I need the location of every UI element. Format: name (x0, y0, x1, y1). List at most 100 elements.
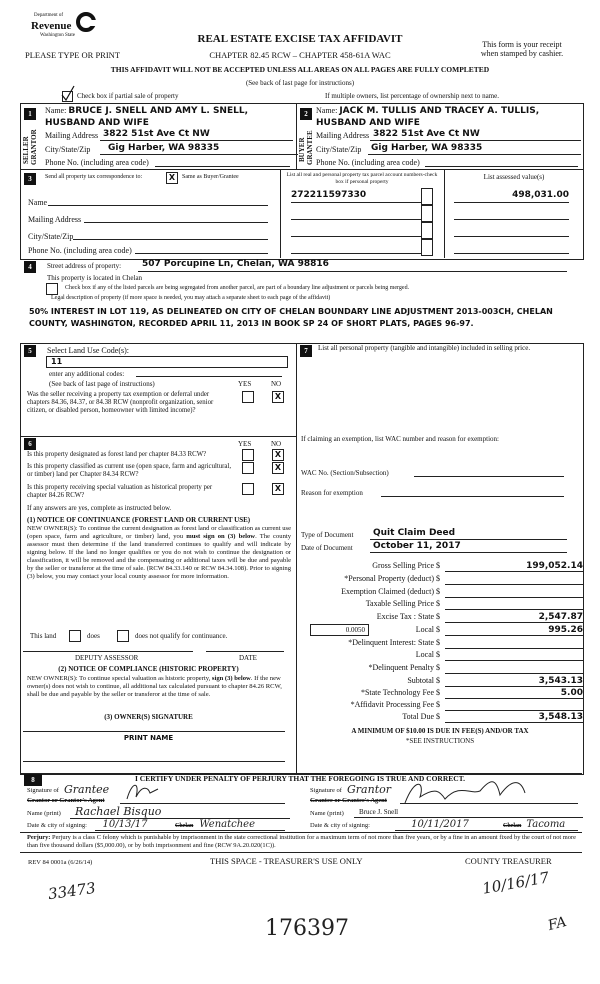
grantor-city-field[interactable]: Chelan Wenatchee (155, 819, 285, 831)
personal-property-checkbox[interactable] (421, 239, 433, 256)
assessed-value-field[interactable]: 498,031.00 (454, 190, 569, 203)
yes-checkbox[interactable] (242, 449, 254, 461)
assessed-header: List assessed value(s) (483, 173, 545, 181)
notice1-text-a: NEW OWNER(S): To continue the current de… (27, 525, 291, 540)
processing-fee-field[interactable] (445, 700, 583, 711)
street-address-field[interactable]: 507 Porcupine Ln, Chelan, WA 98816 (138, 259, 567, 272)
logo-revenue: Revenue (31, 20, 72, 32)
technology-fee-field[interactable]: 5.00 (445, 688, 583, 699)
seller-phone-field[interactable] (155, 158, 290, 167)
parcel-number-field[interactable]: 272211597330 (291, 190, 421, 203)
personal-property-row: *Personal Property (deduct) $ (300, 574, 600, 585)
parcel-number-field[interactable] (291, 224, 421, 237)
grantor-name-print-field[interactable]: Rachael Bisquo (70, 806, 290, 819)
seller-name-field[interactable]: Name: BRUCE J. SNELL AND AMY L. SNELL, H… (45, 105, 290, 129)
seller-side-label: SELLER GRANTOR (22, 129, 38, 165)
yes-checkbox[interactable] (242, 462, 254, 474)
label: Grantor or Grantor's Agent (27, 797, 105, 804)
assessor-date-field[interactable] (206, 643, 284, 652)
buyer-mailing-field[interactable]: 3822 51st Ave Ct NW (370, 129, 581, 141)
deputy-assessor-signature[interactable] (23, 643, 193, 652)
document-date-field[interactable]: October 11, 2017 (370, 541, 567, 553)
grantor-date-field[interactable]: 10/13/17 (95, 819, 155, 831)
excise-state-field[interactable]: 2,547.87 (445, 612, 583, 623)
wac-number-field[interactable] (414, 467, 564, 477)
grantee-city-field[interactable]: Chelan Tacoma (485, 819, 578, 831)
assessed-value-field[interactable] (454, 241, 569, 254)
total-due-field[interactable]: 3,548.13 (445, 712, 583, 723)
total-due-row: Total Due $ 3,548.13 (300, 712, 600, 723)
local-rate-field[interactable]: 0.0050 (310, 624, 369, 636)
personal-property-checkbox[interactable] (421, 188, 433, 205)
grantor-signature-field[interactable] (120, 784, 285, 804)
exemption-reason-field[interactable] (381, 487, 564, 497)
chapter-ref: CHAPTER 82.45 RCW – CHAPTER 458-61A WAC (209, 50, 391, 60)
sections-5-7-frame (20, 343, 584, 775)
owner-signature-field[interactable] (23, 723, 285, 732)
personal-property-checkbox[interactable] (421, 205, 433, 222)
divider (280, 169, 281, 258)
parcel-number-field[interactable] (291, 241, 421, 254)
parcel-header: List all real and personal property tax … (286, 172, 438, 185)
no-checkbox[interactable]: X (272, 449, 284, 461)
does-qualify-checkbox[interactable] (69, 630, 81, 642)
section-number: 6 (24, 438, 36, 450)
perjury-text: Perjury is a class C felony which is pun… (27, 834, 576, 849)
perjury-bold: Perjury: (27, 834, 51, 841)
no-checkbox[interactable]: X (272, 391, 284, 403)
delinquent-interest-local-field[interactable] (445, 650, 583, 661)
handwritten-initials: FA (546, 913, 569, 935)
correspondence-name-field[interactable] (48, 196, 268, 206)
parcel-number-field[interactable] (291, 207, 421, 220)
delinquent-penalty-field[interactable] (445, 663, 583, 674)
gross-selling-price-field[interactable]: 199,052.14 (445, 561, 583, 572)
label: Signature of (27, 787, 59, 794)
subtotal-field[interactable]: 3,543.13 (445, 676, 583, 687)
yes-checkbox[interactable] (242, 391, 254, 403)
delinquent-interest-local-row: Local $ (300, 650, 600, 661)
notice2-title: (2) NOTICE OF COMPLIANCE (HISTORIC PROPE… (58, 665, 239, 673)
yes-header: YES (238, 380, 252, 388)
partial-sale-checkbox[interactable] (61, 85, 75, 102)
segregated-checkbox[interactable] (46, 283, 58, 295)
additional-codes-field[interactable] (136, 368, 282, 377)
buyer-phone-field[interactable] (425, 158, 578, 167)
personal-property-field[interactable] (445, 574, 583, 585)
excise-local-field[interactable]: 995.26 (445, 625, 583, 636)
divider (444, 169, 445, 258)
grantee-signature-field[interactable] (400, 781, 578, 804)
correspondence-mailing-field[interactable] (84, 213, 268, 223)
label: *Delinquent Interest: State $ (348, 638, 440, 647)
label: Subtotal $ (407, 676, 440, 685)
seller-mailing-field[interactable]: 3822 51st Ave Ct NW (100, 129, 293, 141)
legal-description-field[interactable]: 50% INTEREST IN LOT 119, AS DELINEATED O… (29, 307, 553, 328)
owner-print-name-field[interactable] (23, 753, 285, 762)
land-use-code-field[interactable]: 11 (46, 356, 288, 368)
buyer-city-field[interactable]: Gig Harber, WA 98335 (368, 143, 581, 155)
label: Local $ (415, 625, 440, 634)
correspondence-city-field[interactable] (73, 230, 268, 240)
no-checkbox[interactable]: X (272, 462, 284, 474)
correspondence-phone-field[interactable] (135, 244, 268, 254)
form-title: REAL ESTATE EXCISE TAX AFFIDAVIT (197, 33, 403, 45)
seller-city-field[interactable]: Gig Harber, WA 98335 (100, 143, 298, 155)
personal-property-checkbox[interactable] (421, 222, 433, 239)
document-type-field[interactable]: Quit Claim Deed (370, 528, 567, 540)
grantee-name-print-field[interactable]: Bruce J. Snell (354, 808, 583, 818)
assessed-value-field[interactable] (454, 224, 569, 237)
yes-checkbox[interactable] (242, 483, 254, 495)
no-checkbox[interactable]: X (272, 483, 284, 495)
excise-local-row: Local $ 995.26 (300, 625, 600, 636)
buyer-name-field[interactable]: Name: JACK M. TULLIS AND TRACEY A. TULLI… (316, 105, 578, 129)
does-not-qualify-checkbox[interactable] (117, 630, 129, 642)
delinquent-penalty-row: *Delinquent Penalty $ (300, 663, 600, 674)
exemption-claimed-field[interactable] (445, 587, 583, 598)
assessed-value-field[interactable] (454, 207, 569, 220)
located-in: This property is located in Chelan (47, 274, 143, 282)
taxable-selling-price-field[interactable] (445, 599, 583, 610)
same-as-buyer-checkbox[interactable]: X (166, 172, 178, 184)
notice2-text-a: NEW OWNER(S): To continue special valuat… (27, 675, 211, 682)
delinquent-interest-state-field[interactable] (445, 638, 583, 649)
please-type: PLEASE TYPE OR PRINT (25, 50, 121, 60)
grantee-date-field[interactable]: 10/11/2017 (395, 819, 485, 831)
